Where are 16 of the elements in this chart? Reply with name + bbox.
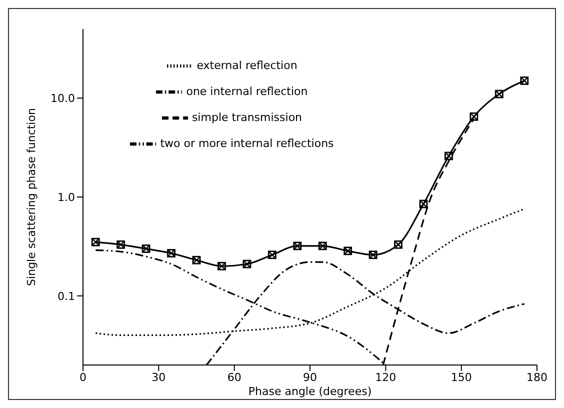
x-tick-label: 30	[152, 370, 166, 384]
x-tick-label: 60	[227, 370, 242, 384]
x-tick-label: 150	[450, 370, 472, 384]
x-tick-label: 180	[526, 370, 548, 384]
x-tick-label: 120	[375, 370, 396, 384]
legend-label: external reflection	[196, 59, 298, 72]
x-axis-title: Phase angle (degrees)	[248, 385, 372, 398]
legend-label: two or more internal reflections	[160, 137, 334, 150]
x-tick-label: 90	[303, 370, 317, 384]
legend-label: simple transmission	[192, 111, 302, 124]
y-axis-title: Single scattering phase function	[24, 108, 38, 286]
legend-label: one internal reflection	[186, 85, 308, 98]
x-tick-label: 0	[80, 370, 86, 384]
y-tick-label: 1.0	[58, 190, 75, 204]
y-tick-label: 10.0	[50, 92, 75, 106]
y-tick-label: 0.1	[58, 290, 75, 303]
